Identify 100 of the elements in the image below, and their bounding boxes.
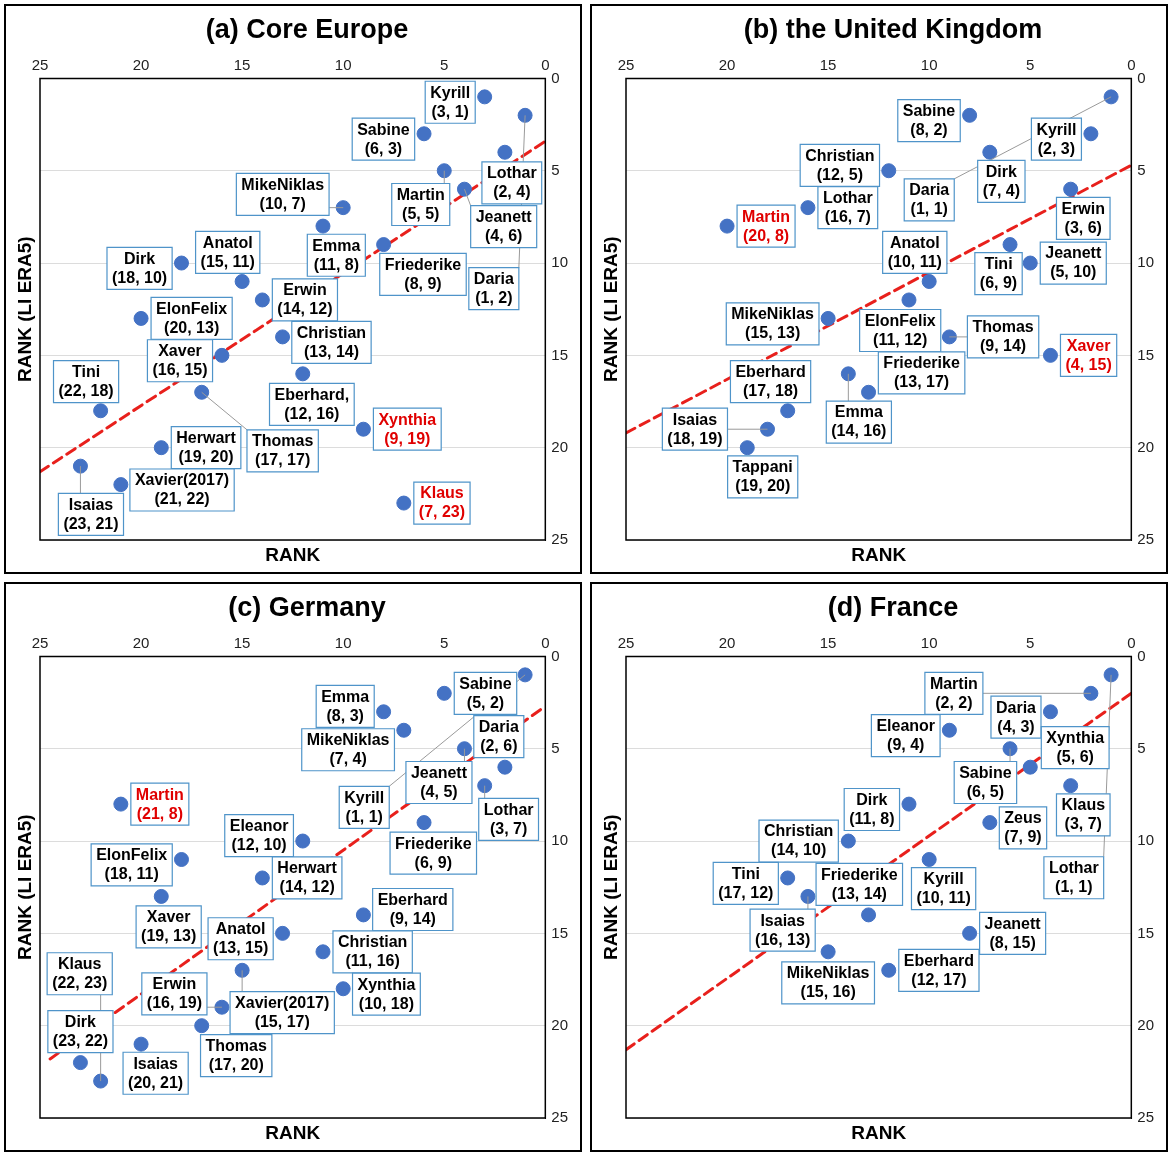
x-axis-title: RANK [851,1122,907,1144]
point [941,329,957,345]
x-tick-label: 15 [819,55,837,73]
point [396,495,412,511]
data-label: Tini (17, 12) [718,864,774,901]
data-label: Erwin (3, 6) [1061,199,1106,236]
point [800,200,816,216]
data-label: Jeanett (4, 5) [410,763,468,800]
point [901,796,917,812]
x-tick-label: 10 [334,633,352,651]
point [780,403,796,419]
x-tick-label: 15 [233,55,251,73]
point [315,944,331,960]
point [921,274,937,289]
y-tick-label: 15 [1137,345,1154,363]
point [194,384,210,400]
data-label: Kyrill (10, 11) [916,870,971,907]
data-label: Martin (5, 5) [396,185,445,222]
point [153,440,169,456]
point [214,999,230,1015]
data-label: ElonFelix (11, 12) [864,311,936,348]
data-label: Tappani (19, 20) [732,458,793,495]
point [861,384,877,400]
data-label: Martin (21, 8) [135,785,184,822]
x-tick-label: 25 [31,55,49,73]
y-tick-label: 20 [1137,437,1154,455]
data-label: Isaias (20, 21) [128,1054,184,1091]
point [840,833,856,849]
point [1022,255,1038,271]
data-label: Eberhard, (12, 16) [274,385,350,422]
point [820,944,836,960]
x-axis-title: RANK [265,544,321,566]
data-label: Daria (2, 6) [478,718,519,755]
data-label: Isaias (16, 13) [755,911,811,948]
point [335,200,351,216]
point [456,181,472,197]
point [1063,181,1079,197]
y-axis-title: RANK (LI ERA5) [600,814,622,961]
x-tick-label: 25 [617,55,635,73]
data-label: MikeNiklas (7, 4) [306,731,390,768]
point [861,907,877,923]
point [881,962,897,978]
point [840,366,856,382]
data-label: Anatol (15, 11) [200,233,255,270]
data-label: Anatol (10, 11) [887,233,942,270]
data-label: Kyrill (1, 1) [344,788,385,825]
y-tick-label: 15 [551,923,568,941]
point [173,255,189,271]
point [254,292,270,308]
data-label: Friederike (13, 14) [821,865,898,902]
data-label: Erwin (16, 19) [146,975,202,1012]
data-label: Jeanett (4, 6) [475,208,533,245]
data-label: Thomas (9, 14) [972,318,1034,355]
y-tick-label: 5 [1137,738,1146,756]
point [93,1073,109,1089]
point [194,1018,210,1034]
data-label: Martin (20, 8) [742,207,791,244]
data-label: Jeanett (8, 15) [984,914,1042,951]
data-label: Dirk (23, 22) [52,1013,108,1050]
data-label: Herwart (19, 20) [176,429,237,466]
point [335,981,351,997]
y-tick-label: 25 [1137,1108,1154,1126]
point [962,107,978,123]
data-label: Eberhard (9, 14) [377,890,448,927]
point [497,759,513,775]
point [93,403,109,419]
data-label: MikeNiklas (15, 16) [786,964,870,1001]
point [982,144,998,160]
y-tick-label: 25 [551,530,568,548]
point [113,477,129,493]
y-tick-label: 0 [1137,68,1146,86]
x-tick-label: 5 [1026,55,1035,73]
data-label: Klaus (3, 7) [1061,796,1106,833]
point [477,89,493,105]
data-label: Daria (1, 2) [473,270,514,307]
x-axis-title: RANK [265,1122,321,1144]
y-tick-label: 10 [1137,831,1154,849]
point [416,815,432,831]
point [456,741,472,757]
data-label: Eleanor (9, 4) [876,717,936,754]
data-label: Lothar (2, 4) [486,164,537,201]
data-label: Christian (13, 14) [296,323,367,360]
point [1063,778,1079,794]
data-label: Sabine (6, 3) [357,120,410,157]
data-label: Lothar (16, 7) [822,189,873,226]
point [1103,667,1119,683]
y-axis-title: RANK (LI ERA5) [14,814,36,961]
data-label: Christian (11, 16) [337,933,408,970]
data-label: Eberhard (17, 18) [735,363,806,400]
y-tick-label: 25 [551,1108,568,1126]
point [254,870,270,886]
point [275,925,291,941]
data-label: Erwin (14, 12) [277,281,333,318]
point [234,274,250,289]
data-label: ElonFelix (20, 13) [156,299,228,336]
y-tick-label: 10 [1137,253,1154,271]
point [820,310,836,326]
y-tick-label: 20 [551,437,568,455]
point [436,685,452,701]
point [153,888,169,904]
